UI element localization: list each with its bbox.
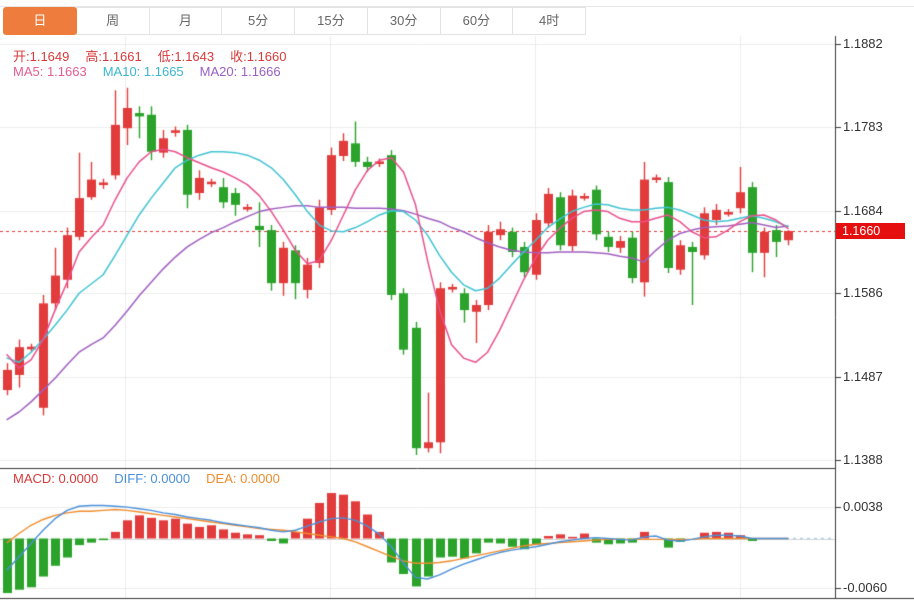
axis-label: 1.1783	[843, 119, 883, 134]
tab-15分[interactable]: 15分	[294, 7, 368, 35]
axis-label: 0.0038	[843, 499, 883, 514]
ma20-value: MA20: 1.1666	[199, 64, 281, 79]
tab-60分[interactable]: 60分	[439, 7, 514, 35]
tab-月[interactable]: 月	[148, 7, 223, 35]
tab-日[interactable]: 日	[3, 7, 77, 35]
ma-legend: MA5: 1.1663 MA10: 1.1665 MA20: 1.1666	[13, 64, 297, 79]
dea-value: DEA: 0.0000	[206, 471, 280, 486]
tab-4时[interactable]: 4时	[512, 7, 586, 35]
axis-label: 1.1586	[843, 285, 883, 300]
ma5-value: MA5: 1.1663	[13, 64, 87, 79]
ma10-value: MA10: 1.1665	[102, 64, 184, 79]
last-price-badge: 1.1660	[836, 223, 905, 239]
tab-周[interactable]: 周	[75, 7, 150, 35]
close-value: 收:1.1660	[230, 49, 287, 64]
axis-label: 1.1882	[843, 36, 883, 51]
tab-5分[interactable]: 5分	[221, 7, 295, 35]
axis-label: 1.1487	[843, 369, 883, 384]
high-value: 高:1.1661	[85, 49, 142, 64]
tab-30分[interactable]: 30分	[366, 7, 441, 35]
ohlc-legend: 开:1.1649 高:1.1661 低:1.1643 收:1.1660	[13, 46, 303, 65]
open-value: 开:1.1649	[13, 49, 70, 64]
top-divider	[0, 6, 914, 7]
interval-tabbar: 日周月 5分 15分 30分 60分 4时	[3, 7, 586, 35]
axis-label: 1.1684	[843, 203, 883, 218]
axis-label: 1.1388	[843, 452, 883, 467]
macd-legend: MACD: 0.0000 DIFF: 0.0000 DEA: 0.0000	[13, 471, 296, 486]
low-value: 低:1.1643	[157, 49, 215, 64]
axis-label: -0.0060	[843, 580, 888, 595]
macd-value: MACD: 0.0000	[13, 471, 99, 486]
diff-value: DIFF: 0.0000	[114, 471, 191, 486]
